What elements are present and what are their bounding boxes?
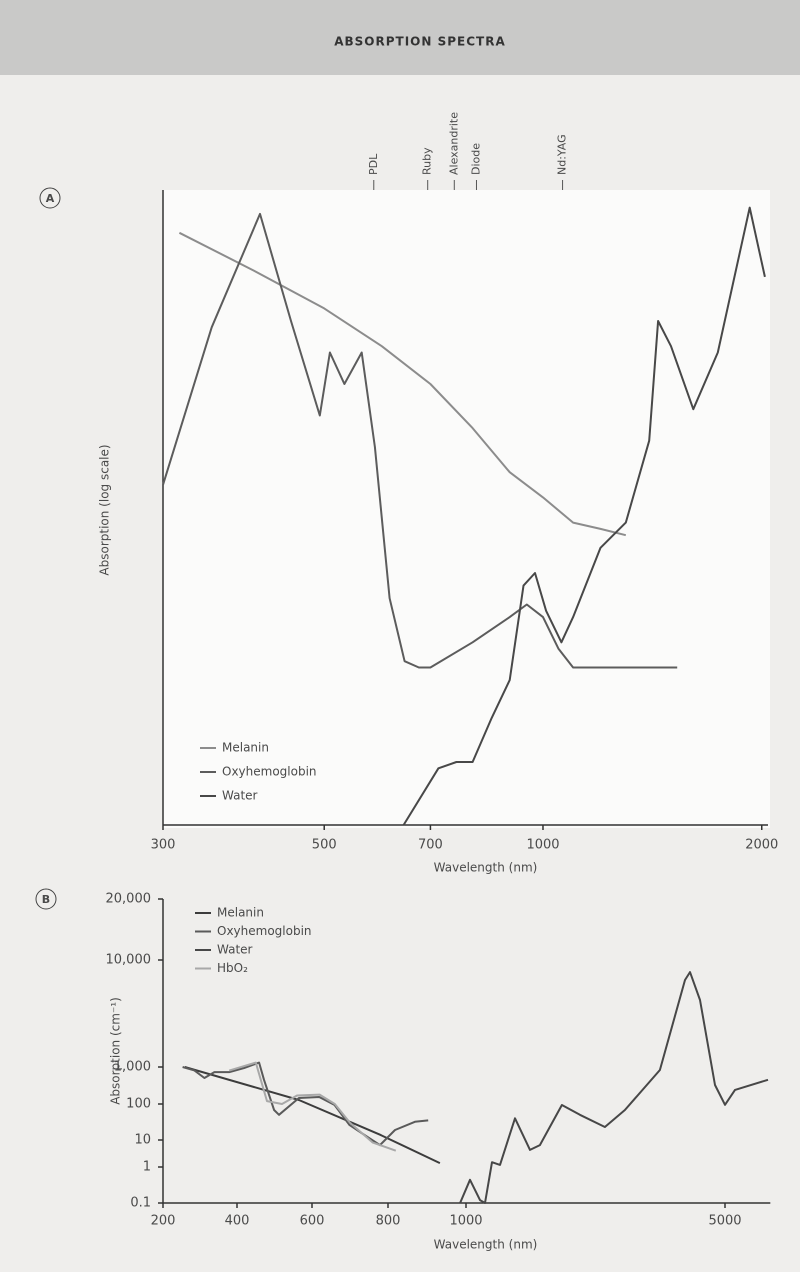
x-tick-label: 400 — [225, 1214, 250, 1229]
x-tick-label: 800 — [376, 1214, 401, 1229]
laser-label: Ruby — [421, 147, 434, 175]
laser-label: PDL — [367, 153, 380, 175]
figure: ABSORPTION SPECTRA A 300 500 700 1000 2000 Wav… — [0, 0, 800, 1272]
laser-label: Alexandrite — [447, 112, 460, 175]
laser-label: Diode — [469, 143, 482, 175]
x-tick-label: 300 — [151, 838, 176, 853]
y-axis-label: Absorption (cm⁻¹) — [109, 997, 123, 1105]
panel-label: B — [42, 893, 50, 906]
x-tick-label: 700 — [418, 838, 443, 853]
y-tick-label: 1 — [143, 1160, 151, 1175]
legend-label: Melanin — [222, 741, 269, 755]
x-tick-label: 2000 — [745, 838, 778, 853]
y-tick-label: 10,000 — [106, 953, 152, 968]
x-axis-label: Wavelength (nm) — [434, 1238, 538, 1252]
legend-label: Water — [222, 789, 258, 803]
x-tick-label: 5000 — [708, 1214, 741, 1229]
panel-label: A — [46, 192, 55, 205]
laser-label: Nd:YAG — [556, 134, 569, 175]
legend-label: Melanin — [217, 906, 264, 920]
legend-label: Oxyhemoglobin — [222, 765, 317, 779]
x-tick-label: 1000 — [526, 838, 559, 853]
legend-label: HbO₂ — [217, 961, 248, 975]
page-title: ABSORPTION SPECTRA — [334, 35, 506, 49]
x-tick-label: 1000 — [449, 1214, 482, 1229]
y-tick-label: 10 — [134, 1133, 151, 1148]
plot-area — [163, 190, 770, 828]
y-axis-label: Absorption (log scale) — [98, 444, 112, 575]
x-tick-label: 200 — [151, 1214, 176, 1229]
x-tick-label: 500 — [312, 838, 337, 853]
x-tick-label: 600 — [300, 1214, 325, 1229]
page: ABSORPTION SPECTRA A 300 500 700 1000 2000 Wav… — [0, 0, 800, 1272]
y-tick-label: 0.1 — [130, 1196, 151, 1211]
y-tick-label: 20,000 — [106, 892, 152, 907]
y-tick-label: 100 — [126, 1097, 151, 1112]
x-axis-label: Wavelength (nm) — [434, 861, 538, 875]
legend-label: Water — [217, 943, 253, 957]
legend-label: Oxyhemoglobin — [217, 924, 312, 938]
